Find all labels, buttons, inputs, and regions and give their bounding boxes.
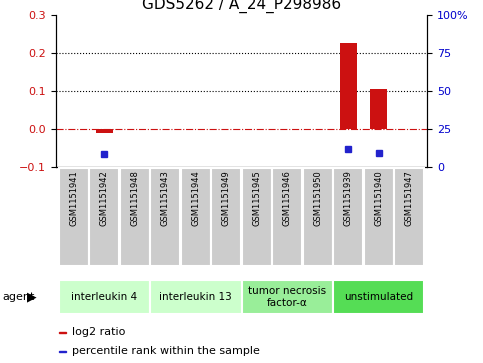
Text: GSM1151945: GSM1151945 bbox=[252, 170, 261, 226]
FancyBboxPatch shape bbox=[89, 168, 119, 266]
FancyBboxPatch shape bbox=[394, 168, 424, 266]
Text: GSM1151949: GSM1151949 bbox=[222, 170, 231, 226]
Text: GSM1151948: GSM1151948 bbox=[130, 170, 139, 226]
FancyBboxPatch shape bbox=[120, 168, 150, 266]
Text: GSM1151941: GSM1151941 bbox=[70, 170, 78, 226]
Text: interleukin 4: interleukin 4 bbox=[71, 292, 137, 302]
FancyBboxPatch shape bbox=[303, 168, 333, 266]
Text: GSM1151943: GSM1151943 bbox=[161, 170, 170, 226]
Bar bbox=[59, 351, 66, 352]
FancyBboxPatch shape bbox=[364, 168, 394, 266]
Text: GSM1151942: GSM1151942 bbox=[100, 170, 109, 226]
Text: GSM1151940: GSM1151940 bbox=[374, 170, 383, 226]
Text: log2 ratio: log2 ratio bbox=[71, 327, 125, 337]
Text: GSM1151944: GSM1151944 bbox=[191, 170, 200, 226]
Text: GSM1151950: GSM1151950 bbox=[313, 170, 322, 226]
Text: agent: agent bbox=[2, 292, 35, 302]
FancyBboxPatch shape bbox=[150, 280, 242, 314]
FancyBboxPatch shape bbox=[181, 168, 211, 266]
Bar bbox=[59, 332, 66, 333]
Bar bbox=[340, 43, 356, 129]
FancyBboxPatch shape bbox=[333, 280, 425, 314]
Bar bbox=[96, 129, 113, 133]
FancyBboxPatch shape bbox=[58, 280, 150, 314]
FancyBboxPatch shape bbox=[242, 280, 333, 314]
FancyBboxPatch shape bbox=[242, 168, 272, 266]
Text: tumor necrosis
factor-α: tumor necrosis factor-α bbox=[248, 286, 327, 307]
Text: GSM1151947: GSM1151947 bbox=[405, 170, 413, 226]
FancyBboxPatch shape bbox=[272, 168, 302, 266]
Text: ▶: ▶ bbox=[27, 290, 36, 303]
FancyBboxPatch shape bbox=[150, 168, 180, 266]
FancyBboxPatch shape bbox=[333, 168, 363, 266]
FancyBboxPatch shape bbox=[211, 168, 242, 266]
Bar bbox=[370, 89, 387, 129]
Title: GDS5262 / A_24_P298986: GDS5262 / A_24_P298986 bbox=[142, 0, 341, 13]
Text: GSM1151946: GSM1151946 bbox=[283, 170, 292, 226]
Text: percentile rank within the sample: percentile rank within the sample bbox=[71, 346, 259, 356]
Text: interleukin 13: interleukin 13 bbox=[159, 292, 232, 302]
FancyBboxPatch shape bbox=[59, 168, 89, 266]
Text: unstimulated: unstimulated bbox=[344, 292, 413, 302]
Text: GSM1151939: GSM1151939 bbox=[344, 170, 353, 226]
